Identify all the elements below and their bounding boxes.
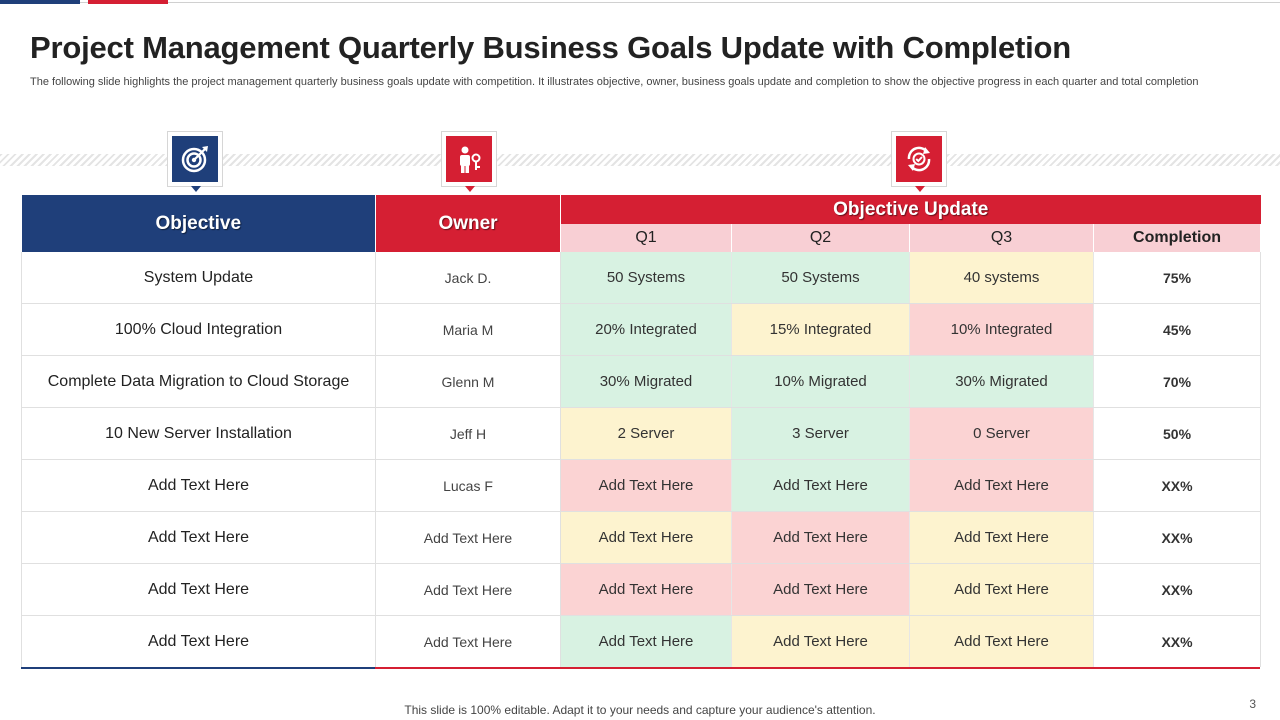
completion-cell: 70% — [1093, 355, 1262, 408]
table-bottom-border-blue — [21, 667, 375, 669]
q2-cell: Add Text Here — [731, 563, 910, 616]
q1-cell: 20% Integrated — [560, 303, 732, 356]
q3-cell: 0 Server — [909, 407, 1094, 460]
header-q1: Q1 — [560, 224, 732, 252]
q3-cell: 40 systems — [909, 252, 1094, 304]
q3-cell: 30% Migrated — [909, 355, 1094, 408]
table-row: 10 New Server Installation Jeff H 2 Serv… — [21, 407, 1262, 460]
page-number: 3 — [1249, 697, 1256, 711]
completion-cell: XX% — [1093, 615, 1262, 667]
goals-table: Objective Owner Objective Update Q1 Q2 Q… — [21, 195, 1262, 667]
refresh-check-icon — [907, 146, 931, 172]
objective-cell: Add Text Here — [21, 511, 376, 564]
owner-cell: Lucas F — [375, 459, 561, 512]
table-row: System Update Jack D. 50 Systems 50 Syst… — [21, 252, 1262, 304]
page-title: Project Management Quarterly Business Go… — [30, 30, 1072, 65]
objective-cell: Complete Data Migration to Cloud Storage — [21, 355, 376, 408]
footer-note: This slide is 100% editable. Adapt it to… — [404, 703, 876, 717]
q1-cell: 30% Migrated — [560, 355, 732, 408]
q3-cell: Add Text Here — [909, 615, 1094, 667]
completion-cell: 45% — [1093, 303, 1262, 356]
objective-cell: System Update — [21, 252, 376, 304]
header-q2: Q2 — [731, 224, 910, 252]
q1-cell: Add Text Here — [560, 615, 732, 667]
q3-cell: Add Text Here — [909, 459, 1094, 512]
owner-cell: Maria M — [375, 303, 561, 356]
completion-cell: XX% — [1093, 511, 1262, 564]
top-accent-blue — [0, 0, 80, 4]
objective-icon-box — [167, 131, 223, 192]
q2-cell: 3 Server — [731, 407, 910, 460]
update-icon-box — [891, 131, 947, 192]
q3-cell: 10% Integrated — [909, 303, 1094, 356]
table-row: Add Text Here Add Text Here Add Text Her… — [21, 563, 1262, 616]
header-owner: Owner — [375, 195, 561, 252]
q2-cell: 50 Systems — [731, 252, 910, 304]
top-divider — [0, 2, 1280, 3]
q3-cell: Add Text Here — [909, 563, 1094, 616]
objective-cell: 10 New Server Installation — [21, 407, 376, 460]
table-row: 100% Cloud Integration Maria M 20% Integ… — [21, 303, 1262, 356]
owner-cell: Jeff H — [375, 407, 561, 460]
table-bottom-border-red — [375, 667, 1260, 669]
completion-cell: XX% — [1093, 459, 1262, 512]
q2-cell: Add Text Here — [731, 511, 910, 564]
person-key-icon — [460, 146, 481, 173]
owner-cell: Add Text Here — [375, 563, 561, 616]
table-row: Add Text Here Lucas F Add Text Here Add … — [21, 459, 1262, 512]
q2-cell: 10% Migrated — [731, 355, 910, 408]
owner-cell: Glenn M — [375, 355, 561, 408]
objective-cell: Add Text Here — [21, 459, 376, 512]
header-objective-update: Objective Update — [560, 195, 1261, 224]
q2-cell: Add Text Here — [731, 615, 910, 667]
completion-cell: 75% — [1093, 252, 1262, 304]
q1-cell: Add Text Here — [560, 511, 732, 564]
header-completion: Completion — [1093, 224, 1262, 252]
q1-cell: 2 Server — [560, 407, 732, 460]
objective-cell: Add Text Here — [21, 615, 376, 667]
completion-cell: 50% — [1093, 407, 1262, 460]
owner-icon-box — [441, 131, 497, 192]
table-row: Add Text Here Add Text Here Add Text Her… — [21, 615, 1262, 667]
q1-cell: 50 Systems — [560, 252, 732, 304]
q3-cell: Add Text Here — [909, 511, 1094, 564]
table-row: Add Text Here Add Text Here Add Text Her… — [21, 511, 1262, 564]
table-row: Complete Data Migration to Cloud Storage… — [21, 355, 1262, 408]
hatched-band — [0, 154, 1280, 166]
top-accent-red — [88, 0, 168, 4]
target-icon — [181, 146, 208, 173]
q2-cell: 15% Integrated — [731, 303, 910, 356]
page-subtitle: The following slide highlights the proje… — [30, 76, 1199, 88]
owner-cell: Jack D. — [375, 252, 561, 304]
header-q3: Q3 — [909, 224, 1094, 252]
q1-cell: Add Text Here — [560, 459, 732, 512]
q2-cell: Add Text Here — [731, 459, 910, 512]
owner-cell: Add Text Here — [375, 511, 561, 564]
q1-cell: Add Text Here — [560, 563, 732, 616]
completion-cell: XX% — [1093, 563, 1262, 616]
objective-cell: 100% Cloud Integration — [21, 303, 376, 356]
header-objective: Objective — [21, 195, 376, 252]
objective-cell: Add Text Here — [21, 563, 376, 616]
owner-cell: Add Text Here — [375, 615, 561, 667]
